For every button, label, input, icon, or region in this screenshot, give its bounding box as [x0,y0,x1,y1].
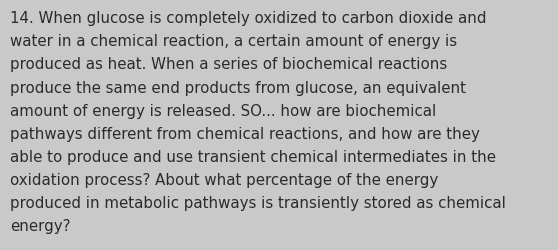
Text: amount of energy is released. SO... how are biochemical: amount of energy is released. SO... how … [10,103,436,118]
Text: produce the same end products from glucose, an equivalent: produce the same end products from gluco… [10,80,466,95]
Text: produced as heat. When a series of biochemical reactions: produced as heat. When a series of bioch… [10,57,448,72]
Text: produced in metabolic pathways is transiently stored as chemical: produced in metabolic pathways is transi… [10,195,506,210]
Text: pathways different from chemical reactions, and how are they: pathways different from chemical reactio… [10,126,480,141]
Text: energy?: energy? [10,218,70,233]
Text: 14. When glucose is completely oxidized to carbon dioxide and: 14. When glucose is completely oxidized … [10,11,487,26]
Text: able to produce and use transient chemical intermediates in the: able to produce and use transient chemic… [10,149,496,164]
Text: water in a chemical reaction, a certain amount of energy is: water in a chemical reaction, a certain … [10,34,457,49]
Text: oxidation process? About what percentage of the energy: oxidation process? About what percentage… [10,172,438,187]
